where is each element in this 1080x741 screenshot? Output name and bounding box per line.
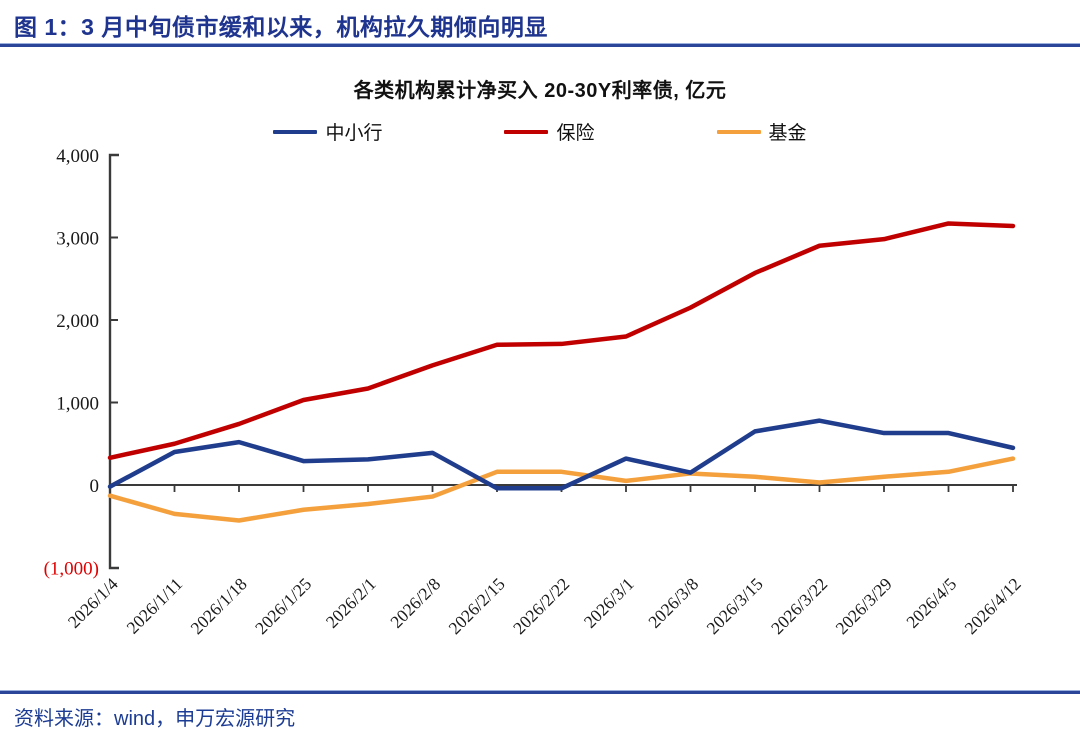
series-line-中小行 bbox=[107, 418, 1016, 491]
data-source: 资料来源：wind，申万宏源研究 bbox=[14, 708, 296, 730]
chart-title: 各类机构累计净买入 20-30Y利率债, 亿元 bbox=[353, 80, 727, 102]
y-tick-label: 1,000 bbox=[56, 394, 99, 415]
legend-swatch-insurance bbox=[504, 129, 549, 134]
title-underline bbox=[0, 43, 1080, 47]
x-tick-label: 2026/2/8 bbox=[386, 574, 444, 632]
x-tick-label: 2026/2/1 bbox=[322, 574, 380, 632]
legend-swatch-funds bbox=[716, 129, 761, 134]
y-tick-label: 4,000 bbox=[56, 146, 99, 167]
x-tick-label: 2026/1/11 bbox=[122, 574, 186, 638]
y-tick-label: (1,000) bbox=[44, 559, 99, 580]
y-tick-label: 0 bbox=[90, 476, 100, 497]
y-axis bbox=[108, 153, 119, 570]
x-tick-label: 2026/3/1 bbox=[580, 574, 638, 632]
legend-label-funds: 基金 bbox=[768, 123, 807, 144]
legend-label-small-banks: 中小行 bbox=[325, 123, 383, 144]
x-tick-label: 2026/2/15 bbox=[444, 574, 509, 639]
chart-legend: 中小行 保险 基金 bbox=[0, 118, 1080, 145]
x-tick-label: 2026/3/15 bbox=[702, 574, 767, 639]
x-tick-label: 2026/4/12 bbox=[960, 574, 1024, 638]
y-tick-label: 2,000 bbox=[56, 311, 99, 332]
figure-title: 图 1：3 月中旬债市缓和以来，机构拉久期倾向明显 bbox=[14, 14, 548, 40]
x-tick-label: 2026/2/22 bbox=[509, 574, 573, 638]
y-tick-label: 3,000 bbox=[56, 229, 99, 250]
legend-item-insurance: 保险 bbox=[504, 118, 595, 145]
x-tick-label: 2026/1/4 bbox=[64, 574, 122, 632]
series-line-保险 bbox=[107, 221, 1016, 461]
x-tick-label: 2026/3/22 bbox=[767, 574, 831, 638]
x-tick-label: 2026/3/8 bbox=[644, 574, 702, 632]
legend-item-funds: 基金 bbox=[716, 118, 807, 145]
legend-label-insurance: 保险 bbox=[556, 123, 595, 144]
footer-divider bbox=[0, 690, 1080, 694]
x-tick-label: 2026/4/5 bbox=[902, 574, 960, 632]
series-line-基金 bbox=[107, 456, 1016, 523]
x-tick-label: 2026/1/25 bbox=[251, 574, 316, 639]
legend-item-small-banks: 中小行 bbox=[273, 118, 382, 145]
x-tick-label: 2026/3/29 bbox=[831, 574, 896, 639]
legend-swatch-small-banks bbox=[273, 129, 318, 134]
x-tick-label: 2026/1/18 bbox=[186, 574, 251, 639]
